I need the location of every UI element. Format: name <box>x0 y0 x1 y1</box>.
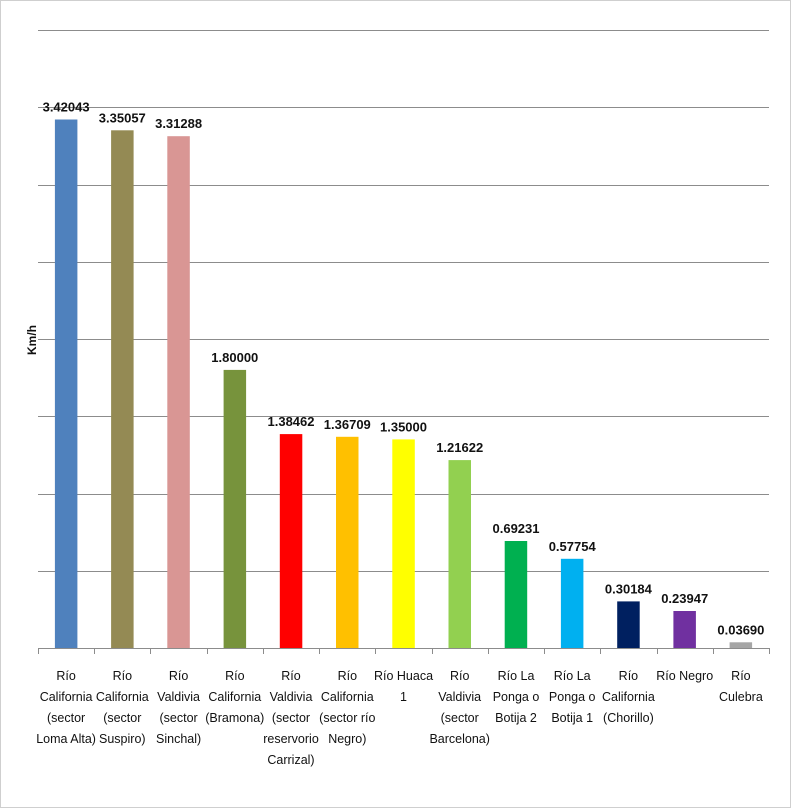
category-label-line: Culebra <box>719 690 763 704</box>
bars <box>54 119 753 649</box>
category-label: Río California (sector río Negro) <box>319 669 375 746</box>
bar-value-label: 3.35057 <box>99 110 146 125</box>
bar <box>336 436 359 648</box>
category-label-line: Río La <box>554 669 591 683</box>
category-label-line: Valdivia <box>270 690 313 704</box>
category-label-line: Carrizal) <box>267 753 314 767</box>
category-label-line: Río <box>113 669 133 683</box>
category-label-line: Río Negro <box>656 669 713 683</box>
category-label-line: 1 <box>400 690 407 704</box>
category-label-line: California <box>208 690 261 704</box>
category-label-line: Río <box>619 669 639 683</box>
category-label-line: (sector <box>272 711 310 725</box>
category-label-line: Río <box>450 669 470 683</box>
category-label: Río California (Bramona) <box>205 669 264 725</box>
category-label: Río California (sector Loma Alta) <box>36 669 96 746</box>
category-label: Río Huaca 1 <box>374 669 433 704</box>
category-label-line: Barcelona) <box>429 732 489 746</box>
category-label-line: Río <box>338 669 358 683</box>
bar-value-label: 1.80000 <box>211 350 258 365</box>
category-label-line: Río <box>731 669 751 683</box>
category-label-line: Suspiro) <box>99 732 146 746</box>
category-label-line: (Chorillo) <box>603 711 654 725</box>
category-label-line: Botija 1 <box>551 711 593 725</box>
grid-lines <box>38 30 770 654</box>
category-label: Río Culebra <box>719 669 763 704</box>
bar <box>448 460 471 648</box>
category-label: Río Valdivia (sector Sinchal) <box>156 669 201 746</box>
bar <box>673 611 696 648</box>
bar <box>54 119 78 648</box>
bar-value-label: 3.31288 <box>155 116 202 131</box>
bar-value-label: 1.36709 <box>324 417 371 432</box>
bar <box>167 136 190 648</box>
bar <box>111 130 134 649</box>
category-label-line: Valdivia <box>438 690 481 704</box>
category-label-line: Negro) <box>328 732 366 746</box>
category-label-line: (sector <box>159 711 197 725</box>
category-label: Río Valdivia (sector reservorio Carrizal) <box>263 669 319 767</box>
category-label-line: (Bramona) <box>205 711 264 725</box>
category-label-line: California <box>40 690 93 704</box>
category-label-line: (sector <box>47 711 85 725</box>
bar-value-label: 3.42043 <box>43 100 90 115</box>
category-label-line: Loma Alta) <box>36 732 96 746</box>
bar <box>223 369 247 648</box>
bar-value-label: 1.21622 <box>436 440 483 455</box>
category-label: Río Valdivia (sector Barcelona) <box>429 669 489 746</box>
category-label-line: reservorio <box>263 732 319 746</box>
category-label: Río La Ponga o Botija 1 <box>549 669 596 725</box>
category-label-line: Río La <box>498 669 535 683</box>
category-label-line: Sinchal) <box>156 732 201 746</box>
category-label: Río Negro <box>656 669 713 683</box>
value-labels: 3.42043 3.35057 3.31288 1.80000 1.38462 1.367… <box>43 100 765 638</box>
category-label-line: (sector río <box>319 711 375 725</box>
category-label-line: (sector <box>441 711 479 725</box>
bar <box>617 601 640 648</box>
category-label: Río La Ponga o Botija 2 <box>493 669 540 725</box>
category-label-line: Ponga o <box>549 690 596 704</box>
bar-value-label: 0.69231 <box>493 521 540 536</box>
category-label: Río California (Chorillo) <box>602 669 655 725</box>
bar <box>392 439 415 648</box>
category-label-line: Botija 2 <box>495 711 537 725</box>
bar-value-label: 0.23947 <box>661 591 708 606</box>
category-label-line: California <box>96 690 149 704</box>
category-label-line: California <box>602 690 655 704</box>
bar-value-label: 0.03690 <box>717 622 764 637</box>
bar <box>279 434 303 648</box>
bar-value-label: 1.38462 <box>268 414 315 429</box>
y-axis-label: Km/h <box>25 325 39 355</box>
category-label-line: Río <box>169 669 189 683</box>
category-label-line: Río <box>281 669 301 683</box>
category-label-line: Río <box>225 669 245 683</box>
bar-value-label: 0.57754 <box>549 539 597 554</box>
category-label-line: Ponga o <box>493 690 540 704</box>
category-label-line: (sector <box>103 711 141 725</box>
category-label-line: Río Huaca <box>374 669 433 683</box>
bar <box>504 541 528 648</box>
category-label-line: Valdivia <box>157 690 200 704</box>
category-label-line: Río <box>56 669 76 683</box>
bar <box>560 558 584 648</box>
bar-value-label: 1.35000 <box>380 419 427 434</box>
bar-value-label: 0.30184 <box>605 581 653 596</box>
bar <box>729 642 753 648</box>
category-labels: Río California (sector Loma Alta) Río Califor… <box>36 669 763 767</box>
category-label: Río California (sector Suspiro) <box>96 669 149 746</box>
category-label-line: California <box>321 690 374 704</box>
